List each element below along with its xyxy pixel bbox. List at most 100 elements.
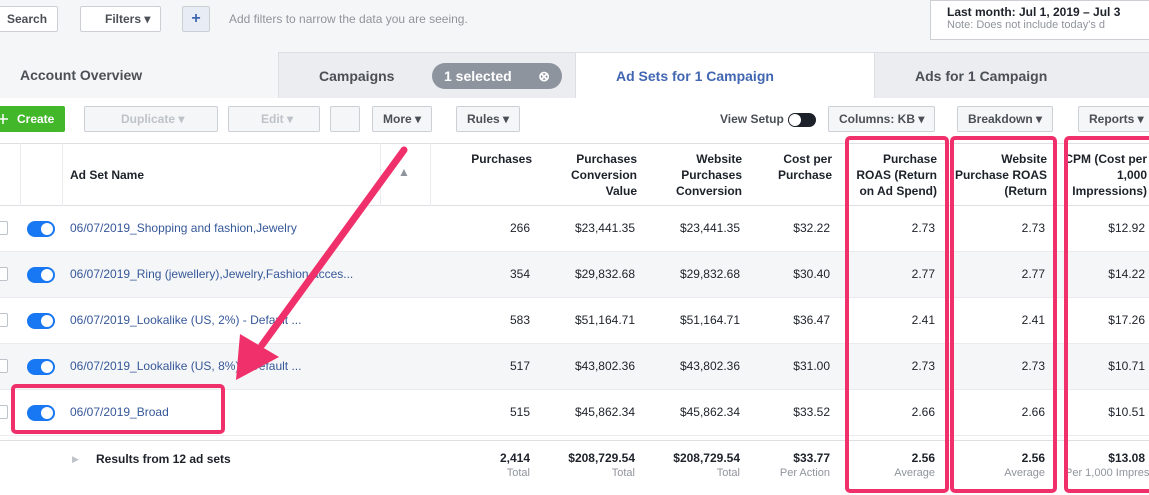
reports-button[interactable]: Reports ▾ bbox=[1078, 106, 1149, 132]
tab-label: Account Overview bbox=[20, 67, 143, 83]
table-row: 06/07/2019_Lookalike (US, 2%) - Default … bbox=[0, 298, 1149, 344]
column-header: Purchase ROAS (Return on Ad Spend) bbox=[856, 152, 937, 198]
highlight-box bbox=[1064, 136, 1149, 493]
cell-value: $33.52 bbox=[793, 405, 830, 419]
summary-value: 2.56 bbox=[1021, 451, 1045, 465]
summary-note: Per Action bbox=[779, 467, 830, 479]
column-header: CPM (Cost per 1,000 Impressions) bbox=[1064, 152, 1147, 198]
reports-label: Reports bbox=[1089, 112, 1135, 126]
cell-value: 2.41 bbox=[1021, 313, 1045, 327]
cell-value: 354 bbox=[509, 267, 530, 281]
column-header: Website Purchase ROAS (Return bbox=[954, 152, 1047, 198]
create-label: Create bbox=[17, 112, 55, 126]
columns-label: Columns: KB bbox=[839, 112, 915, 126]
cell-value: $45,862.34 bbox=[679, 405, 740, 419]
date-picker[interactable]: Last month: Jul 1, 2019 – Jul 3 Note: Do… bbox=[930, 0, 1149, 40]
highlight-box bbox=[950, 136, 1057, 493]
breakdown-label: Breakdown bbox=[968, 112, 1033, 126]
ad-set-name[interactable]: 06/07/2019_Lookalike (US, 2%) - Default … bbox=[70, 313, 302, 327]
rules-label: Rules bbox=[467, 112, 500, 126]
selected-pill[interactable]: 1 selected ⊗ bbox=[432, 63, 562, 89]
search-label[interactable]: Search bbox=[0, 6, 59, 32]
ad-set-name[interactable]: 06/07/2019_Broad bbox=[70, 405, 169, 419]
summary-note: Per 1,000 Impressions bbox=[1065, 467, 1149, 479]
columns-button[interactable]: Columns: KB ▾ bbox=[828, 106, 936, 132]
toggle[interactable] bbox=[27, 267, 55, 283]
rules-button[interactable]: Rules ▾ bbox=[456, 106, 521, 132]
summary-note: Average bbox=[1004, 467, 1045, 479]
summary-value: 2.56 bbox=[911, 451, 935, 465]
cell-value: $43,802.36 bbox=[679, 359, 740, 373]
checkbox[interactable] bbox=[0, 313, 8, 327]
ad-set-name[interactable]: 06/07/2019_Ring (jewellery),Jewelry,Fash… bbox=[70, 267, 354, 281]
breakdown-button[interactable]: Breakdown ▾ bbox=[957, 106, 1054, 132]
expand-icon: ▶ bbox=[72, 454, 79, 464]
filter-placeholder[interactable]: Add filters to narrow the data you are s… bbox=[229, 12, 468, 26]
cell-value: $32.22 bbox=[793, 221, 830, 235]
cell-value: $14.22 bbox=[1108, 267, 1145, 281]
ad-set-name[interactable]: 06/07/2019_Shopping and fashion,Jewelry bbox=[70, 221, 297, 235]
cell-value: $51,164.71 bbox=[679, 313, 740, 327]
cell-value: 2.73 bbox=[1021, 359, 1045, 373]
tab-label: Ad Sets for 1 Campaign bbox=[616, 68, 774, 84]
view-setup[interactable]: View Setup bbox=[720, 112, 816, 127]
cell-value: $12.92 bbox=[1108, 221, 1145, 235]
cell-value: 2.77 bbox=[911, 267, 935, 281]
cell-value: $45,862.34 bbox=[574, 405, 635, 419]
checkbox[interactable] bbox=[0, 267, 8, 281]
summary-value: $13.08 bbox=[1108, 451, 1145, 465]
tab-account-overview[interactable]: Account Overview bbox=[0, 52, 280, 98]
checkbox[interactable] bbox=[0, 405, 8, 419]
cell-value: $30.40 bbox=[793, 267, 830, 281]
arrow-head bbox=[236, 334, 279, 380]
duplicate-button[interactable]: Duplicate ▾ bbox=[84, 106, 218, 132]
name-header: Ad Set Name bbox=[70, 168, 145, 182]
add-filter-button[interactable]: + bbox=[182, 6, 210, 32]
tab-ads[interactable]: Ads for 1 Campaign bbox=[874, 52, 1149, 98]
create-button[interactable]: Create bbox=[0, 106, 66, 132]
table-row: 06/07/2019_Ring (jewellery),Jewelry,Fash… bbox=[0, 252, 1149, 298]
cell-value: $23,441.35 bbox=[574, 221, 635, 235]
checkbox[interactable] bbox=[0, 221, 8, 235]
cell-value: 2.66 bbox=[1021, 405, 1045, 419]
edit-button[interactable]: Edit ▾ bbox=[228, 106, 320, 132]
toggle[interactable] bbox=[27, 313, 55, 329]
filters-button[interactable]: Filters ▾ bbox=[80, 6, 162, 32]
more-label: More bbox=[383, 112, 412, 126]
filters-label[interactable]: Filters bbox=[105, 12, 142, 26]
tab-ad-sets[interactable]: Ad Sets for 1 Campaign bbox=[575, 52, 875, 98]
cell-value: $36.47 bbox=[793, 313, 830, 327]
toggle-knob bbox=[41, 407, 53, 419]
table-row: 06/07/2019_Lookalike (US, 8%) - Default … bbox=[0, 344, 1149, 390]
cell-value: 515 bbox=[509, 405, 530, 419]
cell-value: $10.71 bbox=[1108, 359, 1145, 373]
toggle[interactable] bbox=[27, 405, 55, 421]
summary-note: Average bbox=[894, 467, 935, 479]
selected-label: 1 selected bbox=[444, 68, 512, 84]
delete-button[interactable] bbox=[330, 106, 360, 132]
checkbox[interactable] bbox=[0, 359, 8, 373]
search-button[interactable]: Search bbox=[0, 6, 59, 32]
column-header: Cost per Purchase bbox=[777, 152, 832, 182]
duplicate-label: Duplicate bbox=[121, 112, 176, 126]
arrow bbox=[258, 146, 408, 349]
edit-label: Edit bbox=[261, 112, 284, 126]
toggle[interactable] bbox=[27, 221, 55, 237]
cell-value: 2.77 bbox=[1021, 267, 1045, 281]
cell-value: 2.66 bbox=[911, 405, 935, 419]
warning-icon: ▲ bbox=[398, 165, 410, 179]
cell-value: 2.73 bbox=[911, 221, 935, 235]
toggle-knob bbox=[41, 223, 53, 235]
summary-value: $33.77 bbox=[793, 451, 830, 465]
more-button[interactable]: More ▾ bbox=[372, 106, 433, 132]
highlight-box bbox=[11, 384, 225, 434]
table-row: 06/07/2019_Broad 515 $45,862.34 $45,862.34 $… bbox=[0, 390, 1149, 436]
summary-note: Total bbox=[611, 467, 635, 479]
cell-value: 583 bbox=[509, 313, 530, 327]
cell-value: 517 bbox=[509, 359, 530, 373]
view-setup-label: View Setup bbox=[720, 112, 784, 126]
toggle[interactable] bbox=[27, 359, 55, 375]
tab-label: Ads for 1 Campaign bbox=[915, 68, 1048, 84]
toggle-knob bbox=[41, 315, 53, 327]
toggle-knob bbox=[41, 361, 53, 373]
